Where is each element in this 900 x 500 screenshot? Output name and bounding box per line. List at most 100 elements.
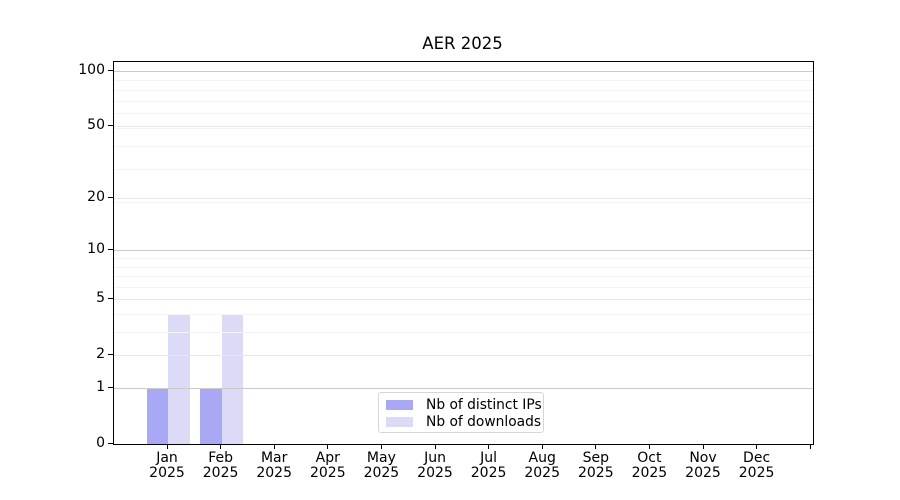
legend-label-distinct-ips: Nb of distinct IPs: [426, 396, 542, 413]
x-tick-mark-5: [434, 444, 436, 449]
gridline-y-6: [114, 286, 813, 288]
legend-item-downloads: Nb of downloads: [379, 413, 543, 430]
gridline-y-79: [114, 89, 813, 91]
y-tick-label-0: 0: [96, 434, 105, 451]
y-tick-label-10: 10: [87, 240, 105, 257]
x-tick-year: 2025: [309, 464, 346, 481]
x-tick-year: 2025: [202, 464, 239, 481]
x-tick-month: Jun: [424, 450, 446, 466]
bars-layer: [114, 62, 813, 444]
legend-item-distinct-ips: Nb of distinct IPs: [379, 396, 543, 413]
y-tick-label-100: 100: [78, 61, 105, 78]
x-tick-year: 2025: [470, 464, 507, 481]
x-tick-label-jul: Jul 2025: [459, 451, 519, 481]
x-tick-mark-6: [488, 444, 490, 449]
x-tick-month: Mar: [260, 450, 288, 466]
x-tick-mark-11: [756, 444, 758, 449]
x-tick-month: Nov: [689, 450, 717, 466]
gridline-y-29: [114, 169, 813, 171]
x-tick-mark-4: [380, 444, 383, 449]
gridline-y-5: [114, 299, 813, 301]
legend-label-downloads: Nb of downloads: [426, 413, 542, 430]
x-tick-month: May: [366, 450, 396, 466]
x-tick-mark-12: [809, 444, 811, 449]
y-tick-label-20: 20: [87, 188, 105, 205]
x-tick-label-nov: Nov 2025: [673, 451, 733, 481]
x-tick-year: 2025: [417, 464, 453, 481]
x-tick-mark-3: [327, 444, 329, 449]
y-tick-mark-1: [108, 386, 113, 388]
x-tick-mark-2: [273, 444, 275, 449]
gridline-y-100: [114, 71, 813, 73]
gridline-y-9: [114, 257, 813, 259]
x-tick-mark-0: [166, 444, 168, 449]
x-tick-month: Feb: [208, 450, 233, 466]
x-tick-label-oct: Oct 2025: [619, 451, 679, 481]
x-tick-month: Apr: [315, 450, 340, 466]
x-tick-label-feb: Feb 2025: [191, 451, 251, 481]
bar-nb-of-downloads-feb: [221, 313, 244, 444]
gridline-y-4: [114, 313, 813, 315]
x-tick-label-jan: Jan 2025: [137, 451, 197, 481]
legend-swatch-distinct-ips: [386, 399, 413, 410]
y-tick-label-5: 5: [96, 289, 105, 306]
x-tick-year: 2025: [577, 464, 614, 481]
gridline-y-49: [114, 127, 813, 129]
bar-nb-of-downloads-jan: [168, 313, 190, 444]
gridline-y-8: [114, 266, 813, 268]
x-tick-year: 2025: [256, 464, 292, 481]
gridline-y-3: [114, 332, 813, 333]
gridline-y-2: [114, 355, 813, 357]
y-tick-mark-2: [108, 353, 113, 355]
y-tick-mark-100: [108, 69, 113, 71]
y-tick-label-1: 1: [96, 378, 105, 395]
x-tick-year: 2025: [363, 464, 400, 481]
plot-area: [113, 61, 814, 445]
gridline-y-50: [114, 126, 813, 128]
x-tick-label-jun: Jun 2025: [405, 451, 465, 481]
x-tick-mark-8: [595, 444, 597, 449]
x-tick-label-aug: Aug 2025: [512, 451, 572, 481]
gridline-y-10: [114, 250, 813, 252]
x-tick-year: 2025: [524, 464, 560, 481]
x-tick-mark-7: [541, 444, 543, 449]
gridline-y-39: [114, 145, 813, 147]
x-tick-mark-9: [648, 444, 651, 449]
x-tick-year: 2025: [149, 464, 185, 481]
x-tick-label-sep: Sep 2025: [566, 451, 626, 481]
x-tick-label-may: May 2025: [351, 451, 411, 481]
x-tick-month: Dec: [743, 450, 771, 466]
gridline-y-1: [114, 388, 813, 389]
x-tick-year: 2025: [631, 464, 668, 481]
y-tick-label-2: 2: [96, 345, 105, 362]
x-tick-month: Jul: [480, 450, 498, 466]
x-tick-year: 2025: [685, 464, 721, 481]
gridline-y-20: [114, 198, 813, 199]
x-tick-label-apr: Apr 2025: [298, 451, 358, 481]
y-tick-mark-20: [108, 196, 113, 198]
y-tick-mark-50: [108, 124, 113, 126]
gridline-y-19: [114, 201, 813, 203]
bar-nb-of-distinct-ips-feb: [200, 388, 222, 444]
x-tick-month: Jan: [156, 450, 178, 466]
x-tick-year: 2025: [738, 464, 775, 481]
x-tick-month: Oct: [637, 450, 662, 466]
chart-title: AER 2025: [422, 34, 503, 53]
gridline-y-89: [114, 80, 813, 82]
bar-nb-of-distinct-ips-jan: [146, 388, 168, 444]
y-tick-label-50: 50: [87, 116, 105, 133]
gridline-y-59: [114, 113, 813, 115]
x-tick-label-dec: Dec 2025: [727, 451, 787, 481]
y-tick-mark-10: [108, 248, 113, 250]
x-tick-label-mar: Mar 2025: [244, 451, 304, 481]
x-tick-mark-1: [220, 444, 222, 449]
legend: Nb of distinct IPs Nb of downloads: [378, 392, 544, 433]
gridline-y-69: [114, 100, 813, 102]
legend-swatch-downloads: [386, 416, 413, 427]
x-tick-month: Sep: [582, 450, 609, 466]
x-tick-mark-10: [702, 444, 704, 449]
y-tick-mark-0: [108, 442, 113, 444]
x-tick-month: Aug: [528, 450, 556, 466]
grid-layer: [114, 62, 813, 444]
